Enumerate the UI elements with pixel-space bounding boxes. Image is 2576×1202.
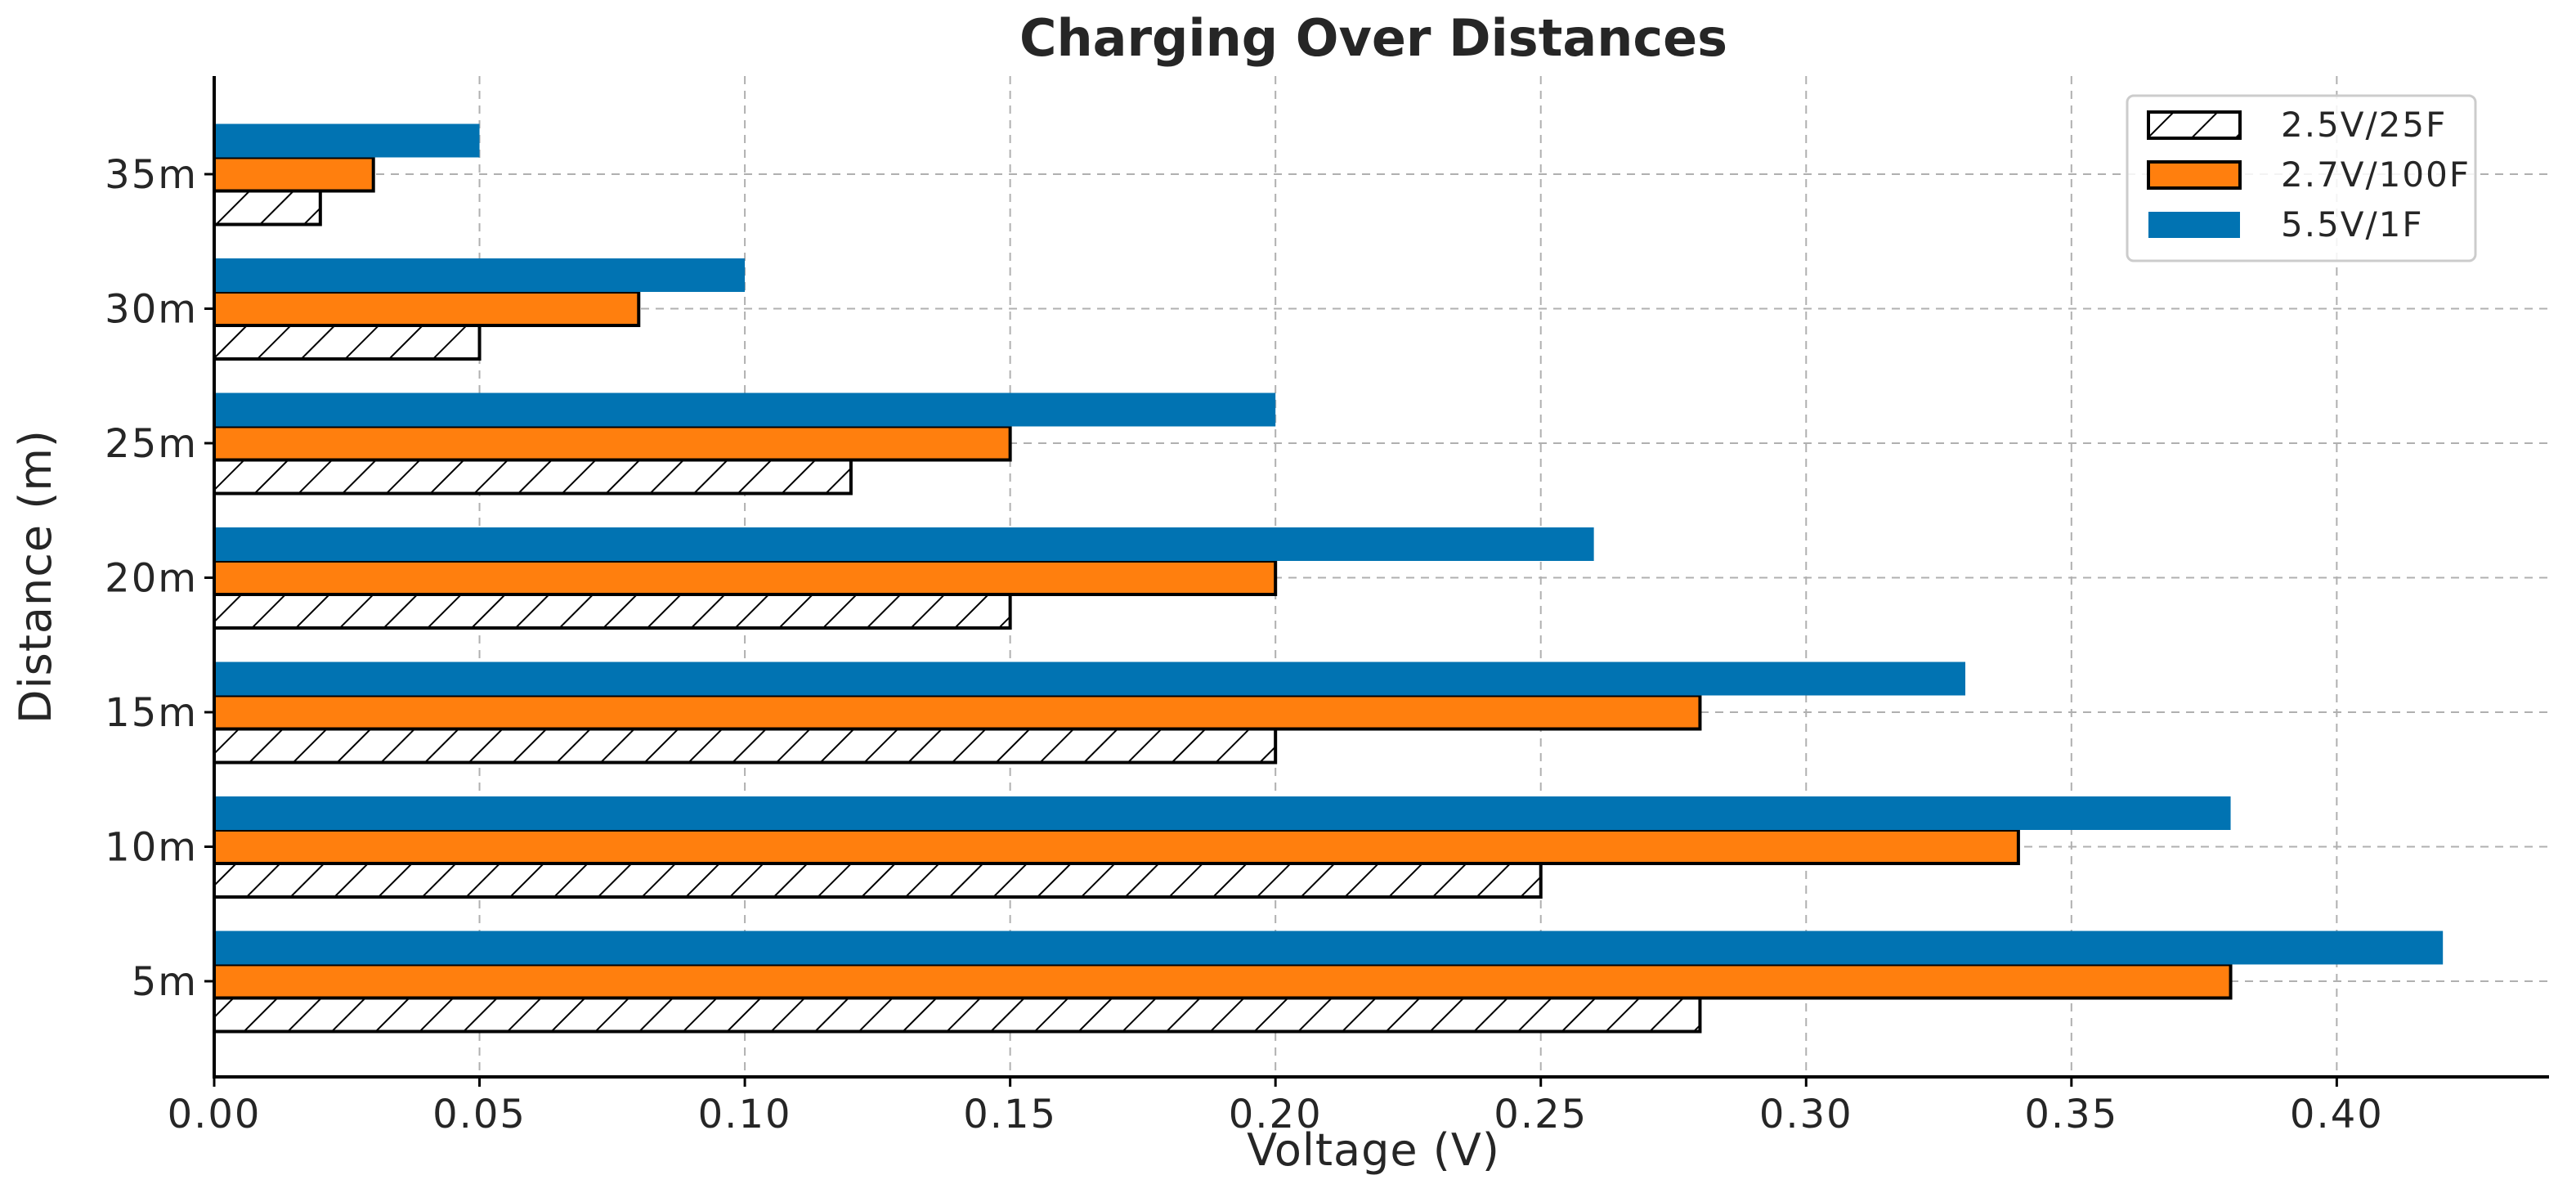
bar-2-5v-25f-35m bbox=[213, 189, 322, 226]
bar-2-5v-25f-15m bbox=[213, 727, 1278, 765]
x-tick-label: 0.25 bbox=[1494, 1092, 1588, 1137]
bars bbox=[213, 123, 2444, 1034]
bar-5-5v-1f-5m bbox=[214, 931, 2444, 965]
legend-label: 5.5V/1F bbox=[2281, 204, 2424, 244]
x-axis-label: Voltage (V) bbox=[1247, 1124, 1500, 1176]
x-tick-labels: 0.00 0.05 0.10 0.15 0.20 0.25 0.30 0.35 0.40 bbox=[168, 1077, 2384, 1137]
y-tick-label: 20m bbox=[105, 556, 198, 602]
y-tick-label: 35m bbox=[105, 152, 198, 198]
bar-5-5v-1f-10m bbox=[214, 796, 2231, 830]
x-tick-label: 0.35 bbox=[2024, 1092, 2118, 1137]
bar-2-5v-25f-5m bbox=[213, 996, 1702, 1034]
bar-2-5v-25f-25m bbox=[213, 458, 853, 496]
x-tick-label: 0.10 bbox=[698, 1092, 792, 1137]
y-tick-label: 15m bbox=[105, 690, 198, 736]
x-tick-label: 0.40 bbox=[2290, 1092, 2384, 1137]
bar-2-7v-100f-20m bbox=[213, 559, 1278, 596]
bar-2-7v-100f-30m bbox=[213, 290, 641, 327]
bar-2-7v-100f-15m bbox=[213, 693, 1702, 731]
x-tick-label: 0.15 bbox=[963, 1092, 1057, 1137]
legend-label: 2.7V/100F bbox=[2281, 155, 2471, 195]
y-tick-label: 10m bbox=[105, 825, 198, 871]
bar-5-5v-1f-30m bbox=[214, 258, 746, 292]
bar-2-7v-100f-35m bbox=[213, 155, 375, 193]
legend: 2.5V/25F 2.7V/100F 5.5V/1F bbox=[2126, 94, 2477, 262]
legend-swatch bbox=[2147, 110, 2242, 140]
y-tick-label: 5m bbox=[132, 959, 198, 1005]
bar-5-5v-1f-15m bbox=[214, 662, 1965, 696]
y-tick-labels: 5m 10m 15m 20m 25m 30m 35m bbox=[105, 152, 214, 1005]
y-tick-label: 25m bbox=[105, 421, 198, 467]
bar-5-5v-1f-20m bbox=[214, 527, 1594, 561]
legend-swatch bbox=[2147, 160, 2242, 190]
bar-5-5v-1f-35m bbox=[214, 123, 480, 158]
chart-title: Charging Over Distances bbox=[1019, 8, 1727, 68]
bar-5-5v-1f-25m bbox=[214, 392, 1276, 427]
legend-swatch bbox=[2148, 212, 2240, 238]
bar-2-5v-25f-30m bbox=[213, 324, 482, 361]
x-tick-label: 0.05 bbox=[432, 1092, 526, 1137]
legend-label: 2.5V/25F bbox=[2281, 105, 2447, 145]
bar-2-7v-100f-10m bbox=[213, 828, 2020, 865]
x-tick-label: 0.30 bbox=[1759, 1092, 1853, 1137]
bar-2-7v-100f-25m bbox=[213, 424, 1012, 462]
bar-2-5v-25f-20m bbox=[213, 593, 1012, 630]
bar-2-5v-25f-10m bbox=[213, 862, 1543, 899]
y-tick-label: 30m bbox=[105, 287, 198, 333]
x-tick-label: 0.00 bbox=[168, 1092, 262, 1137]
x-tick-label: 0.20 bbox=[1229, 1092, 1323, 1137]
y-axis-label: Distance (m) bbox=[10, 429, 61, 724]
bar-2-7v-100f-5m bbox=[213, 962, 2233, 1000]
